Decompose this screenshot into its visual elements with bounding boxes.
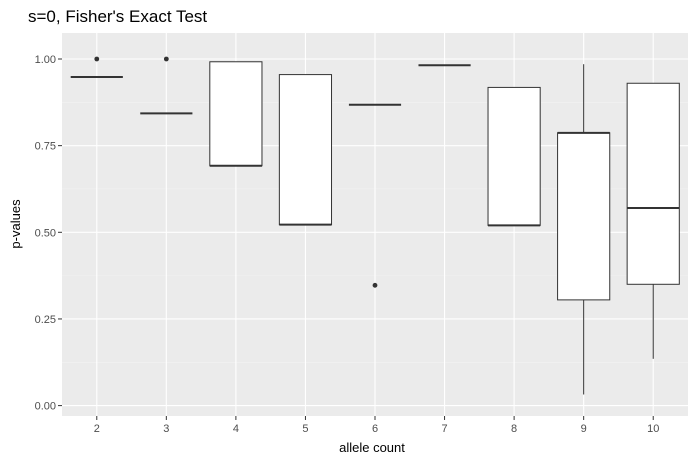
y-tick-label: 0.75 (35, 141, 56, 153)
x-tick-label: 10 (647, 423, 659, 435)
chart-title: s=0, Fisher's Exact Test (28, 7, 207, 26)
y-axis-title: p-values (8, 199, 23, 249)
x-tick-label: 6 (372, 423, 378, 435)
y-tick-label: 0.25 (35, 314, 56, 326)
outlier-point (94, 57, 99, 62)
box (279, 75, 331, 225)
x-axis-title: allele count (339, 440, 405, 455)
box (488, 87, 540, 225)
x-tick-label: 5 (302, 423, 308, 435)
box (558, 133, 610, 300)
box-group-4 (210, 62, 262, 166)
box (627, 83, 679, 284)
y-tick-label: 1.00 (35, 54, 56, 66)
x-tick-label: 8 (511, 423, 517, 435)
x-axis: 2 3 4 5 6 7 8 9 10 (94, 416, 660, 435)
outlier-point (373, 283, 378, 288)
x-tick-label: 2 (94, 423, 100, 435)
x-tick-label: 7 (441, 423, 447, 435)
y-axis: 0.00 0.25 0.50 0.75 1.00 (35, 54, 62, 413)
x-tick-label: 3 (163, 423, 169, 435)
y-tick-label: 0.00 (35, 401, 56, 413)
box (210, 62, 262, 166)
outlier-point (164, 57, 169, 62)
y-tick-label: 0.50 (35, 227, 56, 239)
x-tick-label: 4 (233, 423, 239, 435)
box-group-8 (488, 87, 540, 225)
x-tick-label: 9 (581, 423, 587, 435)
box-group-5 (279, 75, 331, 225)
